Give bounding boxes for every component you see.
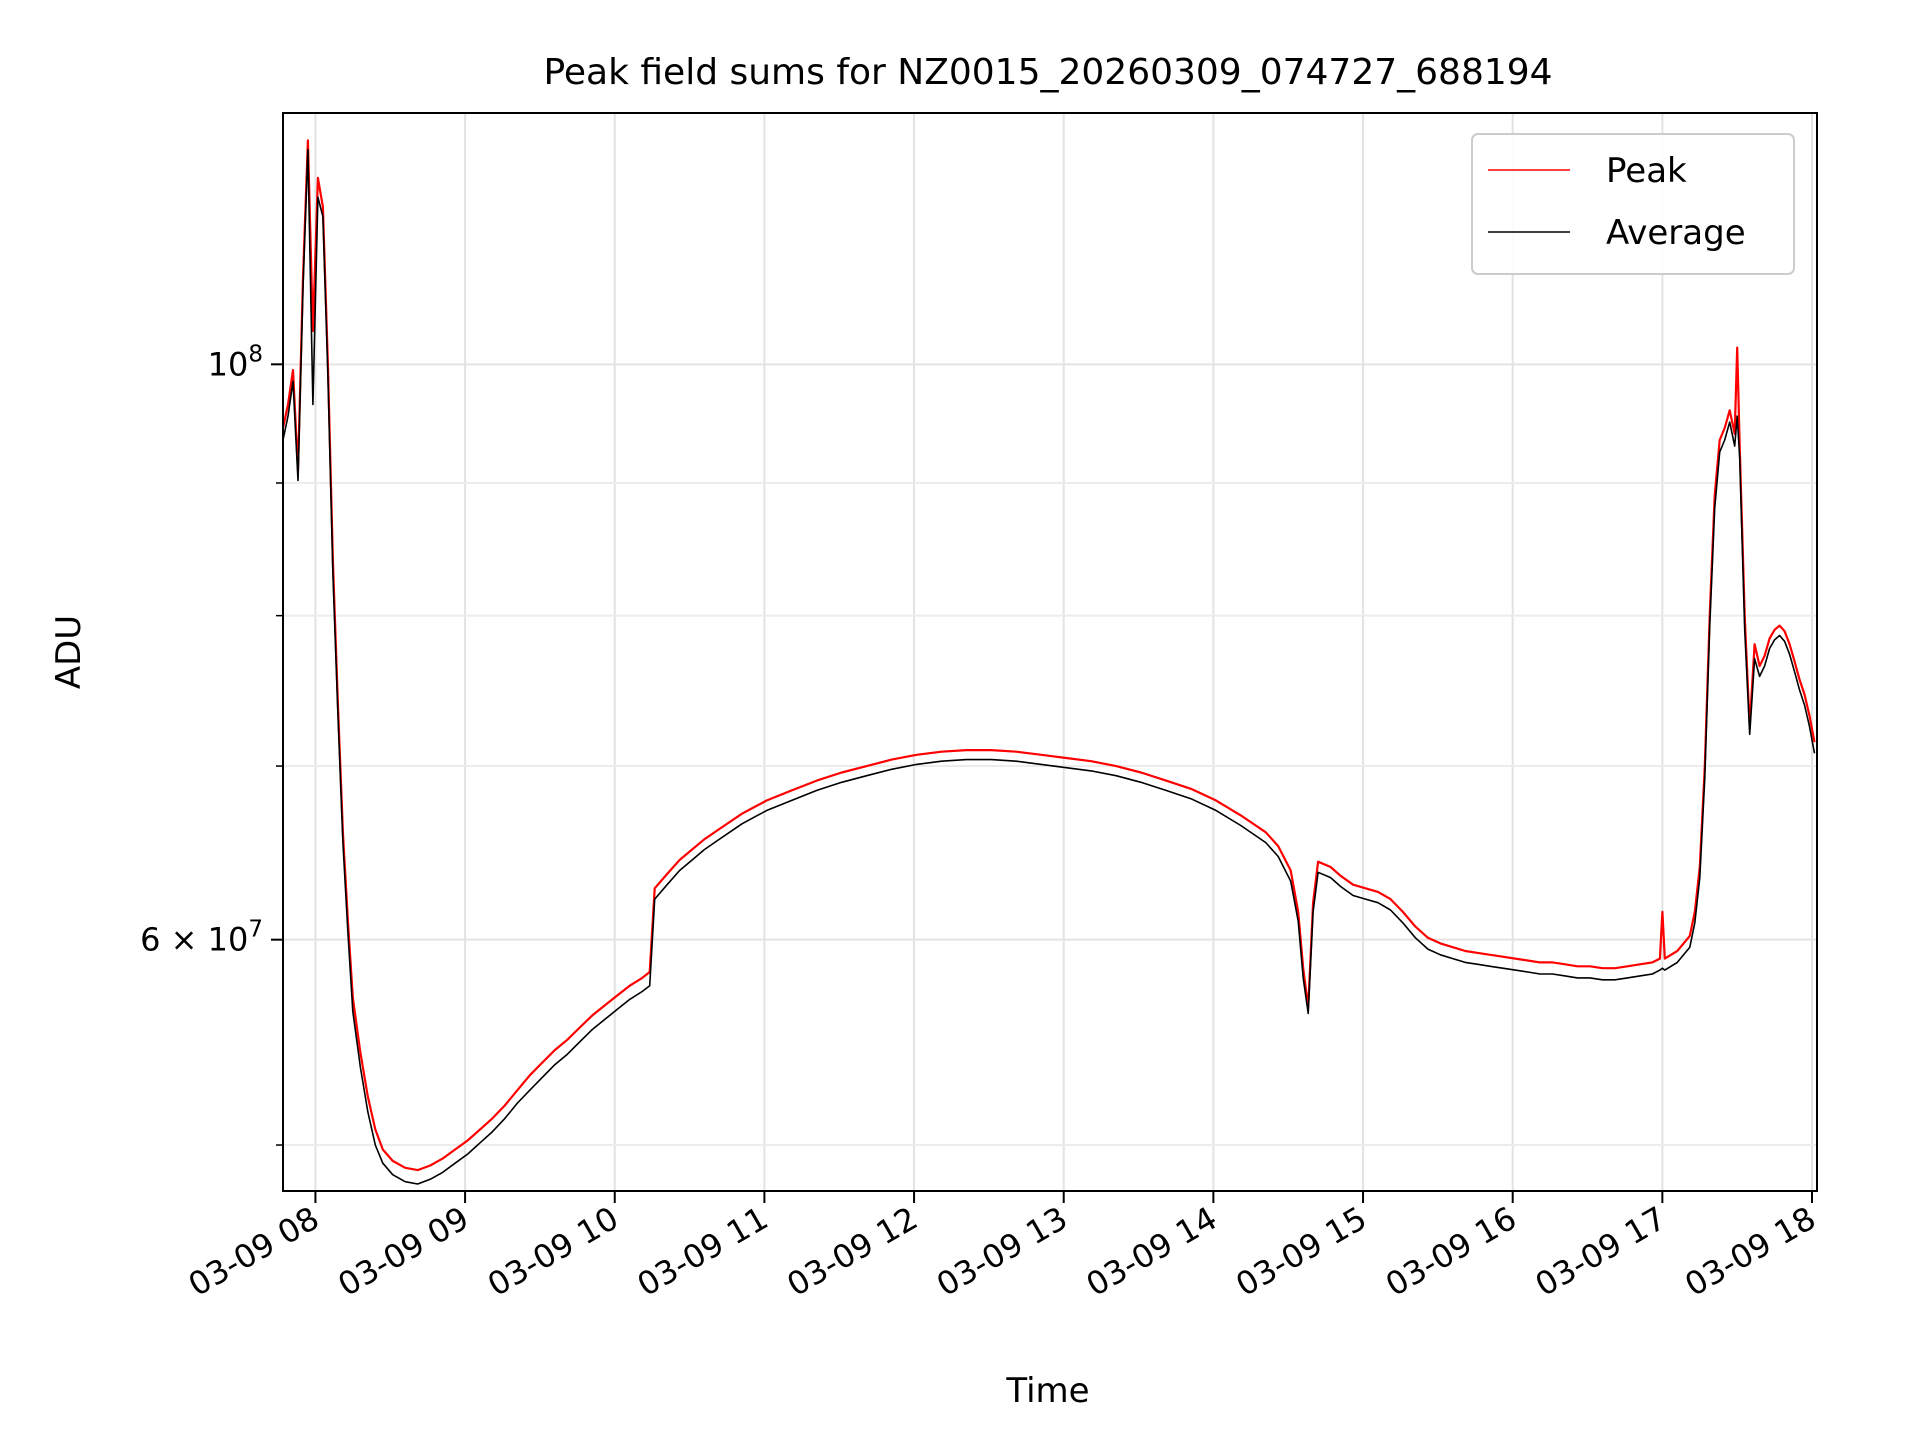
y-tick-base: 10 [208, 345, 249, 383]
plot-area [283, 139, 1816, 1185]
legend: Peak Average [1471, 133, 1795, 275]
x-axis-label: Time [1005, 1371, 1089, 1411]
legend-box [1471, 133, 1795, 275]
y-tick-label: 108 [208, 341, 263, 383]
axes-frame [282, 112, 1818, 1192]
y-tick-label: 6 × 107 [140, 917, 263, 959]
series-line-average [283, 148, 1816, 1185]
chart-title: Peak field sums for NZ0015_20260309_0747… [543, 52, 1552, 93]
y-tick-exponent: 8 [248, 341, 263, 367]
y-tick-exponent: 7 [248, 917, 263, 943]
y-axis-label: ADU [49, 615, 89, 689]
legend-label-peak: Peak [1606, 151, 1687, 191]
y-tick-base: 6 × 10 [140, 921, 248, 959]
y-axis: 108 6 × 107 [140, 341, 283, 1146]
legend-label-average: Average [1606, 213, 1746, 253]
